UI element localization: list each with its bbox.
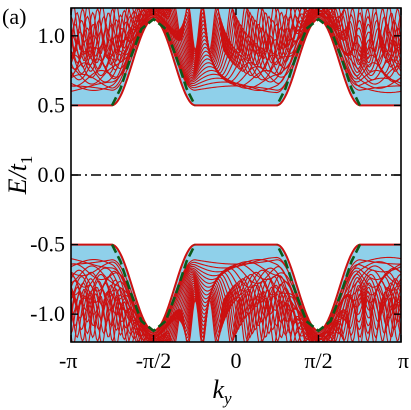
band-line	[71, 8, 401, 64]
bulk-band-lines	[71, 8, 401, 342]
band-line	[71, 8, 401, 52]
y-axis-ticks: 1.0 0.5 0.0 -0.5 -1.0	[30, 23, 401, 326]
x-axis-title: ky	[212, 375, 232, 408]
y-tick-label: -0.5	[30, 232, 65, 257]
y-tick-label: 1.0	[38, 23, 66, 48]
band-line	[71, 298, 401, 342]
band-line	[71, 8, 401, 56]
y-axis-title-main: E/t	[3, 163, 32, 195]
x-tick-label: -π/2	[136, 348, 172, 373]
x-axis-title-sub: y	[222, 389, 232, 408]
band-edge-line	[71, 243, 401, 332]
band-edge-line	[71, 18, 401, 107]
y-tick-label: 0.5	[38, 92, 66, 117]
band-line	[71, 296, 401, 342]
y-tick-label: 0.0	[38, 162, 66, 187]
edge-state-curve	[110, 17, 197, 107]
edge-state-curves	[110, 17, 362, 333]
y-tick-label: -1.0	[30, 301, 65, 326]
band-line	[71, 286, 401, 342]
band-line	[71, 282, 401, 342]
panel-label: (a)	[2, 4, 26, 29]
x-tick-label: 0	[231, 348, 242, 373]
edge-state-curve	[275, 17, 362, 107]
y-axis-title: E/t1	[3, 156, 36, 196]
x-axis-ticks: -π -π/2 0 π/2 π	[59, 8, 409, 373]
x-tick-label: π/2	[304, 348, 332, 373]
plot-area	[71, 8, 401, 342]
x-tick-label: -π	[59, 348, 77, 373]
x-tick-label: π	[398, 348, 409, 373]
band-line	[71, 263, 401, 338]
band-line	[71, 12, 401, 87]
y-axis-title-sub: 1	[17, 156, 36, 165]
band-line	[71, 294, 401, 342]
band-line	[71, 8, 401, 68]
band-line	[71, 8, 401, 54]
x-axis-title-main: k	[212, 375, 224, 404]
edge-state-curve	[110, 243, 197, 333]
edge-state-curve	[275, 243, 362, 333]
